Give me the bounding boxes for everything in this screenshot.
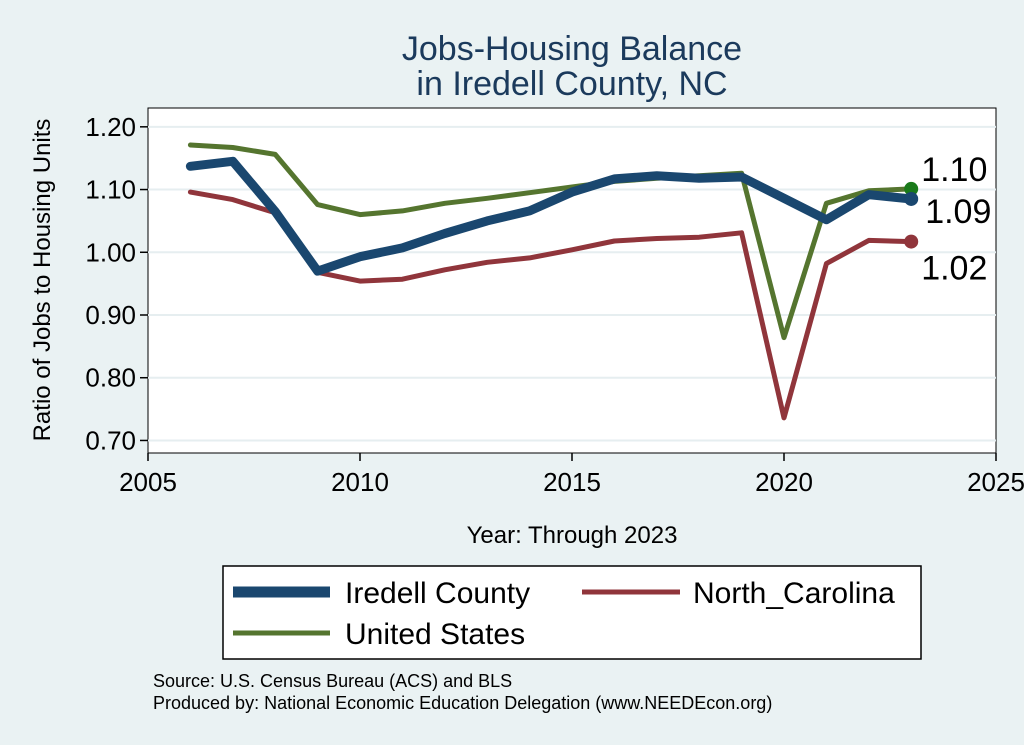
producer-note: Produced by: National Economic Education… [153, 693, 772, 713]
x-tick-label: 2005 [119, 467, 177, 497]
y-tick-label: 0.80 [85, 363, 136, 393]
end-marker-iredell-county [904, 191, 919, 206]
x-tick-label: 2020 [755, 467, 813, 497]
y-tick-label: 0.70 [85, 425, 136, 455]
end-labels: 1.09 1.02 1.10 [921, 151, 991, 288]
series-line-united-states [187, 142, 914, 341]
y-tick-label: 0.90 [85, 300, 136, 330]
y-tick-label: 1.00 [85, 237, 136, 267]
x-axis-label: Year: Through 2023 [467, 522, 678, 549]
x-tick-label: 2025 [967, 467, 1024, 497]
x-tick-label: 2010 [331, 467, 389, 497]
legend: Iredell County North_Carolina United Sta… [222, 565, 922, 660]
series-line-iredell-county [185, 156, 916, 276]
end-marker-united-states [904, 181, 919, 196]
end-label-united-states: 1.10 [921, 151, 987, 189]
end-label-north-carolina: 1.02 [921, 250, 987, 288]
legend-label-iredell: Iredell County [345, 577, 530, 610]
plot-area [147, 107, 997, 454]
y-axis-label: Ratio of Jobs to Housing Units [29, 119, 56, 442]
source-note: Source: U.S. Census Bureau (ACS) and BLS [153, 671, 512, 691]
y-tick-label: 1.10 [85, 175, 136, 205]
legend-label-north-carolina: North_Carolina [693, 577, 895, 610]
legend-label-united-states: United States [345, 618, 525, 651]
x-tick-label: 2015 [543, 467, 601, 497]
chart-title-line-2: in Iredell County, NC [416, 65, 727, 103]
legend-box [222, 565, 922, 660]
y-tick-label: 1.20 [85, 112, 136, 142]
chart-title-line-1: Jobs-Housing Balance [402, 30, 742, 68]
series-lines [185, 142, 919, 421]
axes: 0.70 0.80 0.90 1.00 1.10 1.20 2005 2010 2015 2020… [85, 112, 1024, 497]
end-label-iredell-county: 1.09 [925, 193, 991, 231]
end-marker-north-carolina [904, 234, 919, 249]
